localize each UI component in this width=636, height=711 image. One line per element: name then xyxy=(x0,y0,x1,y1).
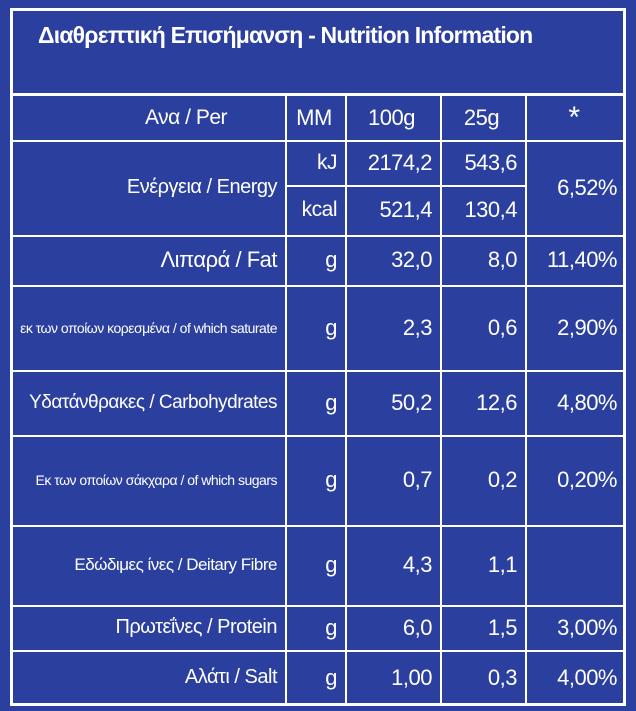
value: 521,4 xyxy=(379,197,432,222)
rule xyxy=(285,95,287,705)
rule xyxy=(12,140,625,142)
unit: g xyxy=(325,664,337,690)
unit: g xyxy=(325,614,337,640)
rule xyxy=(525,95,527,705)
value: 8,0 xyxy=(487,247,518,272)
rule xyxy=(10,8,13,706)
rule xyxy=(12,370,625,372)
value: 6,0 xyxy=(402,614,433,640)
unit: g xyxy=(325,247,337,272)
value: 32,0 xyxy=(391,247,432,272)
percent: 0,20% xyxy=(557,467,617,492)
unit: g xyxy=(325,552,337,577)
rule xyxy=(285,185,525,187)
rule xyxy=(12,285,625,287)
value: 130,4 xyxy=(464,197,517,222)
row-label: Αλάτι / Salt xyxy=(184,666,278,688)
percent: 2,90% xyxy=(557,314,617,340)
rule xyxy=(440,95,442,705)
rule xyxy=(345,95,347,705)
value: 0,2 xyxy=(487,467,518,492)
value: 50,2 xyxy=(391,389,432,415)
percent: 4,00% xyxy=(557,664,617,690)
unit: g xyxy=(325,467,337,492)
header-cell: 25g xyxy=(463,104,500,130)
unit: g xyxy=(325,314,337,340)
value: 1,5 xyxy=(487,614,518,640)
header-cell: MM xyxy=(296,104,332,130)
rule xyxy=(10,93,626,96)
value: 0,6 xyxy=(487,314,518,340)
value: 12,6 xyxy=(476,389,517,415)
title: Διαθρεπτική Επισήμανση - Nutrition Infor… xyxy=(38,22,533,48)
rule xyxy=(12,650,625,652)
value: 1,1 xyxy=(487,552,518,577)
row-label: Εδώδιμες ίνες / Deitary Fibre xyxy=(74,555,277,574)
unit: kcal xyxy=(301,198,338,221)
value: 4,3 xyxy=(402,552,433,577)
rule xyxy=(12,435,625,437)
unit: g xyxy=(325,389,337,415)
row-label: Λιπαρά / Fat xyxy=(160,247,277,272)
rule xyxy=(12,525,625,527)
value: 0,3 xyxy=(487,664,518,690)
rule xyxy=(623,8,626,706)
header-cell: Ανα / Per xyxy=(145,105,227,129)
row-label: Υδατάνθρακες / Carbohydrates xyxy=(29,391,277,413)
row-label: Εκ των οποίων σάκχαρα / of which sugars xyxy=(35,472,278,488)
value: 1,00 xyxy=(391,664,432,690)
percent: 6,52% xyxy=(557,174,617,200)
value: 2,3 xyxy=(402,314,433,340)
value: 2174,2 xyxy=(367,149,433,175)
header-cell: * xyxy=(568,100,580,134)
rule xyxy=(10,8,626,11)
value: 543,6 xyxy=(464,149,517,175)
rule xyxy=(12,605,625,607)
rule xyxy=(12,235,625,237)
percent: 4,80% xyxy=(557,389,617,415)
header-cell: 100g xyxy=(368,104,415,130)
percent: 11,40% xyxy=(547,247,617,272)
value: 0,7 xyxy=(402,467,433,492)
row-label: εκ των οποίων κορεσμένα / of which satur… xyxy=(20,319,277,336)
unit: kJ xyxy=(317,150,338,174)
percent: 3,00% xyxy=(557,614,617,640)
rule xyxy=(10,703,626,706)
row-label: Ενέργεια / Energy xyxy=(126,176,278,198)
row-label: Πρωτεΐνες / Protein xyxy=(115,616,277,638)
